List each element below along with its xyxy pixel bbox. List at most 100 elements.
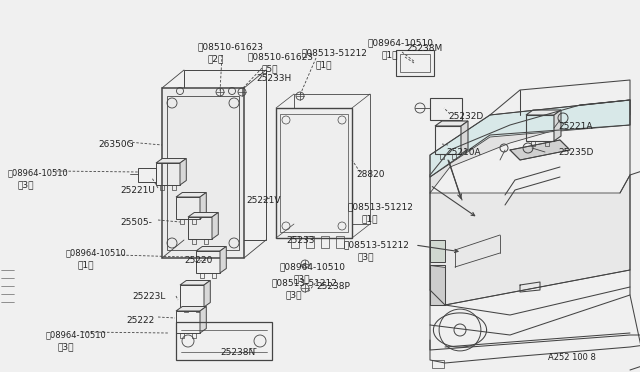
Text: 26350G: 26350G xyxy=(98,140,134,149)
Polygon shape xyxy=(196,247,227,251)
Text: 25223L: 25223L xyxy=(132,292,165,301)
Bar xyxy=(400,54,430,72)
Polygon shape xyxy=(188,212,218,217)
Text: （3）: （3） xyxy=(58,342,74,351)
Bar xyxy=(531,141,535,146)
Bar xyxy=(180,285,204,307)
Bar xyxy=(294,94,370,224)
Polygon shape xyxy=(430,175,630,305)
Polygon shape xyxy=(156,158,186,163)
Text: 25233H: 25233H xyxy=(256,74,291,83)
Polygon shape xyxy=(430,100,630,193)
Bar xyxy=(196,307,200,312)
Polygon shape xyxy=(461,121,468,154)
Text: （3）: （3） xyxy=(18,180,35,189)
Text: （5）: （5） xyxy=(262,64,278,73)
Text: Ⓚ08964-10510: Ⓚ08964-10510 xyxy=(368,38,434,47)
Text: （1）: （1） xyxy=(382,50,399,59)
Bar xyxy=(336,236,344,248)
Bar xyxy=(172,185,176,190)
Bar xyxy=(192,333,196,338)
Text: 25235D: 25235D xyxy=(558,148,593,157)
Polygon shape xyxy=(220,247,227,273)
Polygon shape xyxy=(430,100,630,177)
Bar xyxy=(452,154,456,159)
Polygon shape xyxy=(200,307,206,333)
Text: Ⓜ08513-51212: Ⓜ08513-51212 xyxy=(272,278,338,287)
Bar xyxy=(526,115,554,141)
Text: 25221V: 25221V xyxy=(246,196,280,205)
Polygon shape xyxy=(526,110,561,115)
Text: 25238N: 25238N xyxy=(220,348,255,357)
Bar xyxy=(180,333,184,338)
Polygon shape xyxy=(430,265,445,305)
Text: （1）: （1） xyxy=(316,60,333,69)
Bar xyxy=(430,98,462,120)
Polygon shape xyxy=(435,121,468,126)
Text: （3）: （3） xyxy=(294,274,310,283)
Polygon shape xyxy=(176,192,206,197)
Text: 25233: 25233 xyxy=(286,236,314,245)
Text: Ⓜ08513-51212: Ⓜ08513-51212 xyxy=(302,48,368,57)
Bar xyxy=(440,154,444,159)
Text: （3）: （3） xyxy=(358,252,374,261)
Bar xyxy=(306,236,314,248)
Bar xyxy=(180,219,184,224)
Polygon shape xyxy=(176,307,206,311)
Bar xyxy=(276,108,352,238)
Text: 25238M: 25238M xyxy=(406,44,442,53)
Bar xyxy=(280,114,348,232)
Bar xyxy=(435,126,461,154)
Polygon shape xyxy=(554,110,561,141)
Bar xyxy=(176,197,200,219)
Bar xyxy=(156,163,180,185)
Text: （3）: （3） xyxy=(286,290,303,299)
Text: Ⓜ08510-61623: Ⓜ08510-61623 xyxy=(248,52,314,61)
Text: Ⓜ08513-51212: Ⓜ08513-51212 xyxy=(344,240,410,249)
Polygon shape xyxy=(510,140,570,160)
Bar xyxy=(291,236,299,248)
Text: Ⓜ08510-61623: Ⓜ08510-61623 xyxy=(198,42,264,51)
Bar xyxy=(192,219,196,224)
Bar xyxy=(545,141,549,146)
Bar xyxy=(176,322,272,360)
Bar xyxy=(184,70,266,240)
Bar xyxy=(192,239,196,244)
Text: 25221U: 25221U xyxy=(120,186,155,195)
Text: 25505-: 25505- xyxy=(120,218,152,227)
Bar xyxy=(138,168,156,182)
Bar xyxy=(188,217,212,239)
Text: 25222: 25222 xyxy=(126,316,154,325)
Bar xyxy=(184,307,188,312)
Bar xyxy=(196,251,220,273)
Bar xyxy=(162,88,244,258)
Text: 25232D: 25232D xyxy=(448,112,483,121)
Text: （1）: （1） xyxy=(78,260,95,269)
Polygon shape xyxy=(180,158,186,185)
Text: Ⓜ08513-51212: Ⓜ08513-51212 xyxy=(348,202,414,211)
Polygon shape xyxy=(180,280,211,285)
Bar xyxy=(200,273,204,278)
Bar xyxy=(432,360,444,368)
Bar xyxy=(204,239,208,244)
Text: （2）: （2） xyxy=(208,54,225,63)
Bar xyxy=(167,96,239,250)
Text: 25220: 25220 xyxy=(184,256,212,265)
Bar xyxy=(321,236,329,248)
Text: Ⓚ08964-10510: Ⓚ08964-10510 xyxy=(46,330,107,339)
Polygon shape xyxy=(204,280,211,307)
Polygon shape xyxy=(200,192,206,219)
Text: 25210A: 25210A xyxy=(446,148,481,157)
Bar xyxy=(396,50,434,76)
Bar xyxy=(176,311,200,333)
Text: 28820: 28820 xyxy=(356,170,385,179)
Bar xyxy=(430,240,445,262)
Text: （1）: （1） xyxy=(362,214,378,223)
Text: 25221A: 25221A xyxy=(558,122,593,131)
Text: Ⓚ08964-10510: Ⓚ08964-10510 xyxy=(8,168,68,177)
Bar xyxy=(160,185,164,190)
Text: Ⓚ08964-10510: Ⓚ08964-10510 xyxy=(66,248,127,257)
Text: 25238P: 25238P xyxy=(316,282,350,291)
Text: A252 100 8: A252 100 8 xyxy=(548,353,596,362)
Text: Ⓚ08964-10510: Ⓚ08964-10510 xyxy=(280,262,346,271)
